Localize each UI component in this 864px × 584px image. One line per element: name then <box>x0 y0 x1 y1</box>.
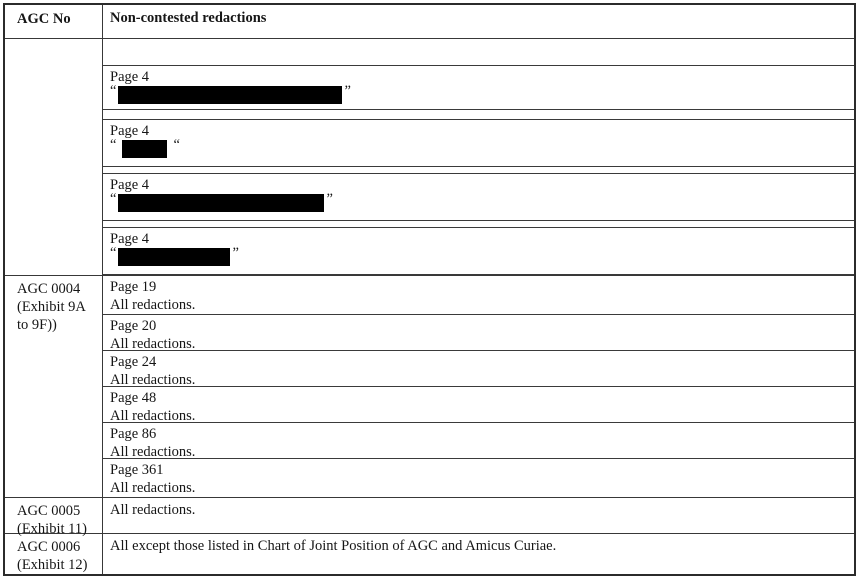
redacted-quote-line: ““ <box>110 137 846 160</box>
page-entry: Page 20 All redactions. <box>103 315 854 352</box>
redaction-bar <box>118 248 231 266</box>
redaction-note: All redactions. <box>110 372 196 388</box>
redacted-quote-line: “” <box>110 83 846 106</box>
redaction-note: All redactions. <box>110 336 196 352</box>
table-row-agc-0005: AGC 0005 (Exhibit 11) All redactions. <box>5 498 854 537</box>
page-label: Page 4 <box>110 69 150 85</box>
agc-no-line: (Exhibit 12) <box>17 557 88 573</box>
page-entry: Page 19 All redactions. <box>103 276 854 315</box>
page-entry: Page 4 “” <box>103 227 854 275</box>
redaction-note: All redactions. <box>110 297 196 313</box>
page-entry: Page 48 All redactions. <box>103 387 854 424</box>
empty-entry <box>103 39 854 66</box>
col-header-agc-no: AGC No <box>5 5 103 38</box>
page-entry: Page 4 “” <box>103 66 854 110</box>
agc-no-line: AGC 0006 <box>17 539 81 555</box>
redactions-table: AGC No Non-contested redactions Page 4 “… <box>3 3 856 576</box>
page-label: Page 86 <box>110 426 157 442</box>
agc-no-cell-empty <box>5 39 103 275</box>
redaction-note: All except those listed in Chart of Join… <box>110 538 557 554</box>
agc-no-cell: AGC 0004 (Exhibit 9A to 9F)) <box>5 276 103 497</box>
agc-no-cell: AGC 0006 (Exhibit 12) <box>5 534 103 574</box>
page-label: Page 19 <box>110 279 157 295</box>
agc-no-line: AGC 0004 <box>17 281 81 297</box>
open-quote: “ <box>110 137 117 153</box>
close-quote: ” <box>344 83 351 99</box>
open-quote: “ <box>110 191 117 207</box>
page-label: Page 24 <box>110 354 157 370</box>
redactions-cell: All redactions. <box>103 498 854 533</box>
redaction-note: All redactions. <box>110 480 196 496</box>
agc-no-line: to 9F)) <box>17 317 57 333</box>
redaction-bar <box>118 194 325 212</box>
redaction-bar <box>118 86 343 104</box>
close-quote: “ <box>173 137 180 153</box>
redaction-note: All redactions. <box>110 444 196 460</box>
page-label: Page 20 <box>110 318 157 334</box>
page-entry: Page 24 All redactions. <box>103 351 854 388</box>
page-label: Page 361 <box>110 462 164 478</box>
redacted-quote-line: “” <box>110 191 846 214</box>
page-label: Page 48 <box>110 390 157 406</box>
table-row-group-unlabeled: Page 4 “” Page 4 ““ Page 4 “” <box>5 39 854 276</box>
agc-no-cell: AGC 0005 (Exhibit 11) <box>5 498 103 537</box>
header-row: AGC No Non-contested redactions <box>5 5 854 39</box>
page-label: Page 4 <box>110 123 150 139</box>
page-entry: Page 86 All redactions. <box>103 423 854 460</box>
page-entry: Page 361 All redactions. <box>103 459 854 497</box>
page-label: Page 4 <box>110 177 150 193</box>
col-header-non-contested-redactions: Non-contested redactions <box>110 10 267 26</box>
table-row-agc-0006: AGC 0006 (Exhibit 12) All except those l… <box>5 534 854 574</box>
close-quote: ” <box>326 191 333 207</box>
page-entry: Page 4 “” <box>103 173 854 221</box>
redacted-quote-line: “” <box>110 245 846 268</box>
open-quote: “ <box>110 245 117 261</box>
redactions-cell: All except those listed in Chart of Join… <box>103 534 854 574</box>
redaction-note: All redactions. <box>110 502 196 518</box>
agc-no-line: (Exhibit 11) <box>17 521 87 537</box>
redaction-note: All redactions. <box>110 408 196 424</box>
redactions-cell: Page 4 “” Page 4 ““ Page 4 “” <box>103 39 854 275</box>
page-label: Page 4 <box>110 231 150 247</box>
table-row-agc-0004: AGC 0004 (Exhibit 9A to 9F)) Page 19 All… <box>5 276 854 498</box>
redactions-cell: Page 19 All redactions. Page 20 All reda… <box>103 276 854 497</box>
page-entry: Page 4 ““ <box>103 119 854 167</box>
close-quote: ” <box>232 245 239 261</box>
open-quote: “ <box>110 83 117 99</box>
agc-no-line: (Exhibit 9A <box>17 299 86 315</box>
redaction-bar <box>122 140 168 158</box>
agc-no-line: AGC 0005 <box>17 503 81 519</box>
